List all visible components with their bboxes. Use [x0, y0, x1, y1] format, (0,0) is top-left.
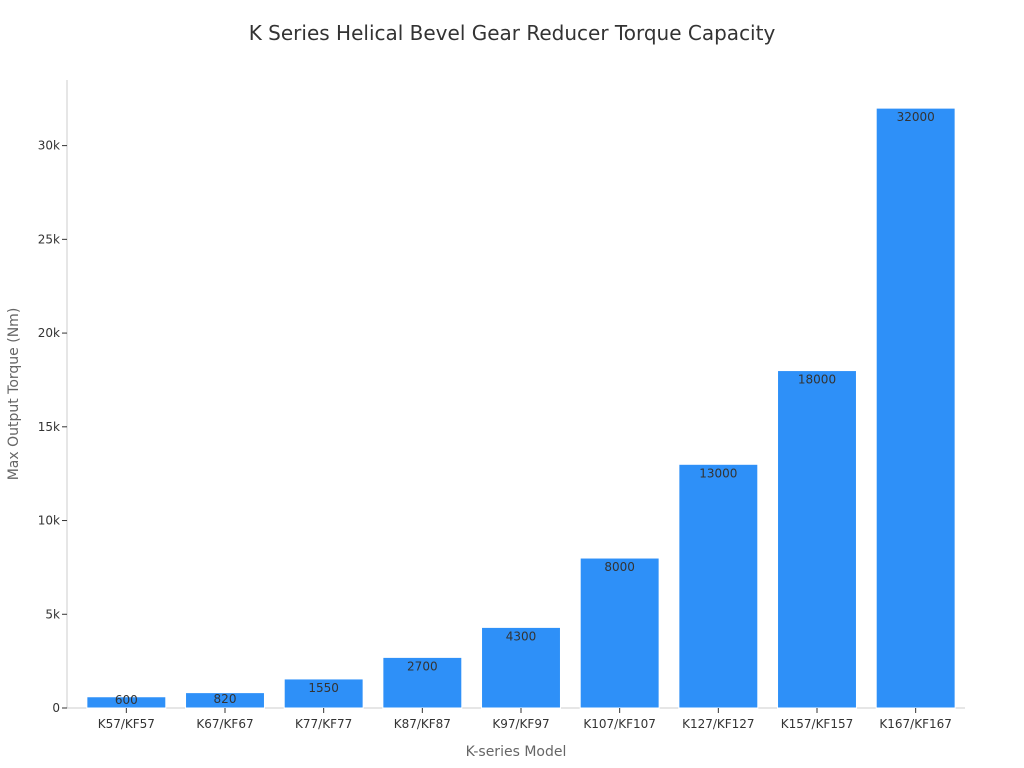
chart-title: K Series Helical Bevel Gear Reducer Torq…: [249, 21, 776, 45]
bar-data-label: 8000: [604, 560, 635, 574]
y-tick-label: 5k: [45, 607, 60, 621]
x-tick-label: K87/KF87: [394, 717, 451, 731]
bar: [382, 656, 463, 709]
x-tick-label: K167/KF167: [879, 717, 952, 731]
bar-data-label: 1550: [308, 681, 339, 695]
x-tick-label: K57/KF57: [98, 717, 155, 731]
x-tick-label: K157/KF157: [781, 717, 854, 731]
bar-data-label: 600: [115, 693, 138, 707]
bar: [481, 626, 561, 709]
y-tick-label: 25k: [38, 232, 60, 246]
y-tick-label: 20k: [38, 326, 60, 340]
x-tick-label: K107/KF107: [583, 717, 656, 731]
bar: [777, 370, 857, 709]
x-tick-label: K67/KF67: [196, 717, 253, 731]
bar: [579, 557, 660, 709]
y-axis-title: Max Output Torque (Nm): [6, 308, 22, 481]
y-axis-ticks: 0 5k 10k 15k 20k 25k 30k: [38, 139, 67, 715]
x-axis-title: K-series Model: [466, 744, 567, 760]
x-tick-label: K127/KF127: [682, 717, 755, 731]
bar-data-label: 13000: [699, 466, 737, 480]
bar-data-label: 820: [214, 692, 237, 706]
y-tick-label: 10k: [38, 514, 60, 528]
x-tick-label: K77/KF77: [295, 717, 352, 731]
bar-data-label: 18000: [798, 373, 836, 387]
bars-group: [86, 107, 956, 709]
bar-data-label: 2700: [407, 659, 438, 673]
bar-labels-group: 600 820 1550 2700 4300 8000 13000 18000 32000: [115, 110, 935, 707]
bar-data-label: 32000: [897, 110, 935, 124]
y-tick-label: 15k: [38, 420, 60, 434]
x-tick-label: K97/KF97: [492, 717, 549, 731]
bar: [875, 107, 956, 709]
bar-data-label: 4300: [506, 629, 537, 643]
y-tick-label: 0: [52, 701, 60, 715]
y-tick-label: 30k: [38, 139, 60, 153]
bar: [678, 463, 759, 709]
x-axis-ticks: K57/KF57 K67/KF67 K77/KF77 K87/KF87 K97/KF97…: [98, 708, 952, 731]
bar: [283, 678, 364, 709]
